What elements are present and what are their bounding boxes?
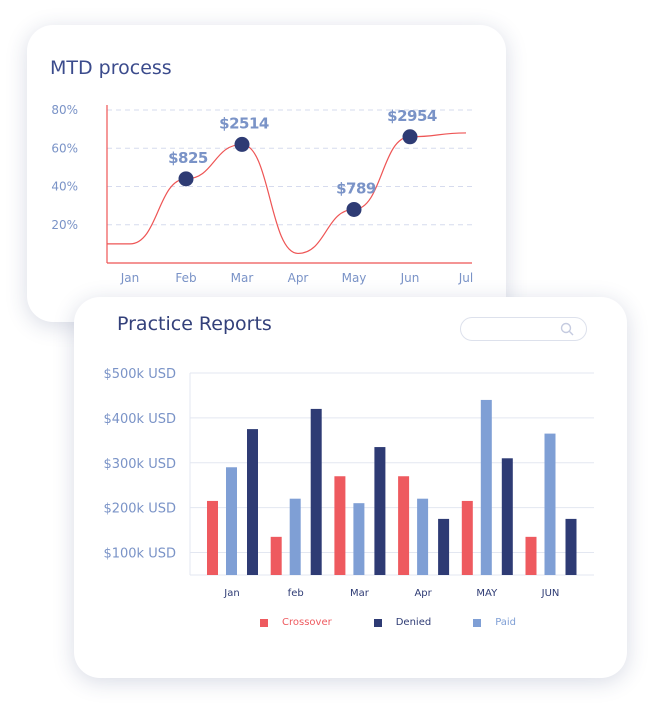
x-tick-label: MAY [476,588,498,599]
mtd-process-card: MTD process 20% 40% 60% 80% Jan Feb Mar Apr May J… [27,25,506,322]
bar-paid [353,503,365,575]
y-tick-label: 40% [51,180,78,194]
data-label: $2514 [219,114,269,132]
x-tick-label: Mar [231,271,254,285]
legend-swatch [260,618,268,627]
bar-denied [374,447,386,575]
x-tick-label: May [342,271,367,285]
x-tick-label: feb [288,588,304,599]
x-tick-label: Apr [288,271,309,285]
bar-paid [480,399,492,575]
search-icon [560,322,574,336]
x-tick-label: JUN [541,588,560,599]
legend-item-denied: Denied [373,617,432,628]
bar-paid [289,498,301,575]
x-tick-label: Jun [400,271,420,285]
bar-crossover [525,536,537,575]
bar-crossover [207,500,218,575]
y-tick-label: $400k USD [103,412,176,427]
y-tick-label: 80% [51,103,78,117]
x-tick-label: Jul [458,271,473,285]
bar-crossover [398,476,410,575]
x-tick-label: Feb [175,271,196,285]
y-tick-label: 60% [51,141,78,155]
y-tick-label: $200k USD [103,502,176,517]
x-tick-label: Jan [223,588,239,599]
y-tick-label: $500k USD [103,367,176,382]
y-tick-label: $100k USD [103,547,176,562]
bar-paid [417,498,429,575]
search-input[interactable] [460,317,587,341]
legend-label: Crossover [282,617,332,628]
data-label: $825 [168,149,208,167]
data-point-marker [234,136,250,152]
data-point-marker [402,129,418,145]
legend-swatch [373,618,382,627]
bar-paid [544,433,556,575]
bar-crossover [334,476,346,575]
data-label: $2954 [387,107,437,125]
bar-paid [226,467,237,575]
bar-denied [247,429,258,575]
y-tick-label: 20% [51,218,78,232]
x-tick-label: Jan [120,271,140,285]
legend-label: Denied [395,617,432,628]
x-tick-label: Apr [414,588,432,599]
chart-legend: Crossover Denied Paid [260,617,558,628]
practice-bar-chart: $100k USD $200k USD $300k USD $400k USD $500… [103,367,594,599]
legend-label: Paid [495,617,517,628]
bar-denied [310,408,322,575]
legend-item-crossover: Crossover [260,617,332,628]
bar-denied [438,518,450,575]
x-tick-label: Mar [350,588,370,599]
mtd-line-chart: 20% 40% 60% 80% Jan Feb Mar Apr May Jun Jul $825 $25… [51,103,473,285]
data-point-marker [178,171,194,187]
series-line [107,132,467,255]
practice-reports-card: Practice Reports $100k USD $200k USD $300k… [74,297,627,678]
legend-swatch [473,618,482,627]
data-label: $789 [336,179,376,197]
bar-denied [501,458,513,575]
legend-item-paid: Paid [473,617,516,628]
practice-title: Practice Reports [117,313,272,335]
mtd-title: MTD process [50,57,172,79]
bar-crossover [461,500,473,575]
bar-denied [565,518,577,575]
bar-crossover [270,536,282,575]
data-point-marker [346,201,362,217]
y-tick-label: $300k USD [103,457,176,472]
